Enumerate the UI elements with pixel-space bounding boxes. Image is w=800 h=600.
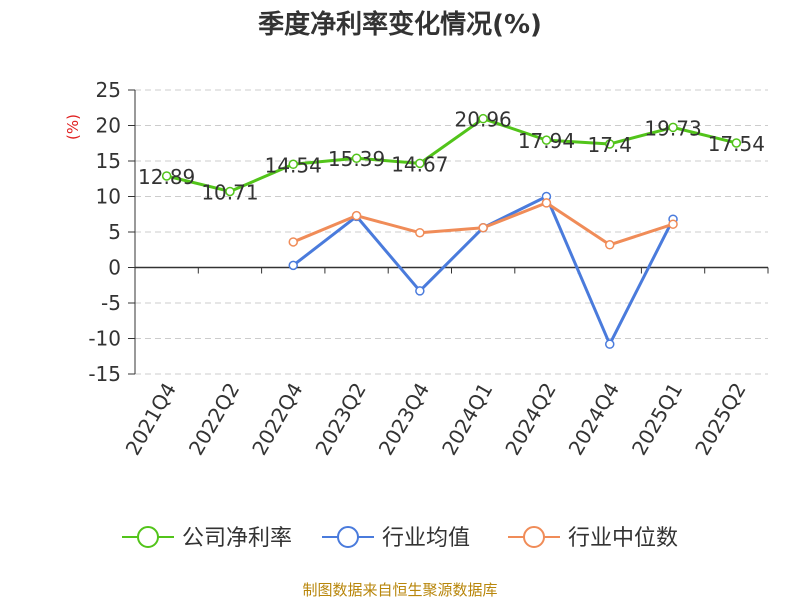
- data-point: [288, 260, 298, 271]
- data-label: 14.54: [265, 153, 322, 177]
- data-point: [541, 135, 552, 145]
- legend-label: 公司净利率: [182, 526, 292, 551]
- legend-item: 行业均值: [322, 526, 470, 551]
- legend: 公司净利率 行业均值 行业中位数: [122, 526, 678, 551]
- chart-title: 季度净利率变化情况(%): [258, 9, 542, 40]
- x-tick-label: 2022Q2: [184, 379, 244, 460]
- data-point: [288, 159, 298, 170]
- data-point: [225, 186, 235, 197]
- x-tick-label: 2024Q1: [437, 379, 497, 460]
- data-point: [668, 122, 678, 133]
- legend-item: 行业中位数: [508, 526, 678, 551]
- data-label: 14.67: [391, 152, 448, 176]
- data-point: [478, 222, 488, 233]
- y-tick-label: -10: [88, 327, 121, 351]
- x-tick-label: 2024Q4: [564, 379, 624, 460]
- data-label: 17.54: [708, 132, 765, 156]
- y-tick-label: 20: [96, 114, 121, 138]
- y-tick-label: 10: [96, 185, 121, 209]
- data-label: 10.71: [201, 180, 258, 204]
- x-tick-label: 2023Q4: [374, 379, 434, 460]
- data-label: 12.89: [138, 165, 195, 189]
- source-note: 制图数据来自恒生聚源数据库: [302, 581, 497, 599]
- series-1: [288, 191, 678, 349]
- y-axis-label: (%): [64, 114, 82, 140]
- legend-label: 行业中位数: [568, 526, 678, 551]
- data-point: [731, 138, 742, 148]
- data-point: [161, 171, 172, 181]
- legend-swatch-marker: [337, 526, 359, 548]
- data-label: 15.39: [328, 147, 385, 171]
- series-line: [166, 117, 737, 193]
- data-point: [605, 139, 615, 149]
- series-2: [288, 198, 678, 250]
- data-label: 17.4: [587, 133, 632, 157]
- y-tick-label: 25: [96, 78, 121, 102]
- data-label: 17.94: [518, 129, 575, 153]
- legend-swatch-marker: [523, 526, 545, 548]
- x-tick-label: 2025Q2: [690, 379, 750, 460]
- x-tick-label: 2025Q1: [627, 379, 687, 460]
- x-tick-label: 2021Q4: [121, 379, 181, 460]
- y-tick-label: 0: [108, 256, 121, 280]
- x-tick-label: 2023Q2: [310, 379, 370, 460]
- legend-label: 行业均值: [382, 526, 470, 551]
- data-label: 19.73: [644, 116, 701, 140]
- y-tick-label: 15: [96, 149, 121, 173]
- x-tick-label: 2024Q2: [500, 379, 560, 460]
- y-tick-label: -5: [101, 291, 121, 315]
- y-tick-label: -15: [88, 362, 121, 386]
- data-point: [668, 219, 678, 229]
- data-point: [351, 153, 362, 163]
- legend-item: 公司净利率: [122, 526, 292, 551]
- x-tick-label: 2022Q4: [247, 379, 307, 460]
- data-point: [605, 240, 615, 250]
- data-point: [415, 158, 425, 169]
- data-point: [351, 210, 362, 221]
- data-label: 20.96: [455, 108, 512, 132]
- x-axis: 2021Q4 2022Q2 2022Q4 2023Q2 2023Q4 2024Q1 2024…: [121, 266, 769, 460]
- data-point: [605, 339, 615, 349]
- data-point: [415, 286, 425, 296]
- y-tick-label: 5: [108, 220, 121, 244]
- grid: [135, 89, 768, 375]
- data-point: [541, 198, 552, 208]
- legend-swatch-marker: [137, 526, 159, 548]
- y-axis: 25 20 15 10 5 0 -5 -10 -15: [88, 78, 136, 386]
- data-point: [415, 227, 425, 238]
- data-point: [288, 237, 298, 247]
- data-point: [478, 113, 488, 124]
